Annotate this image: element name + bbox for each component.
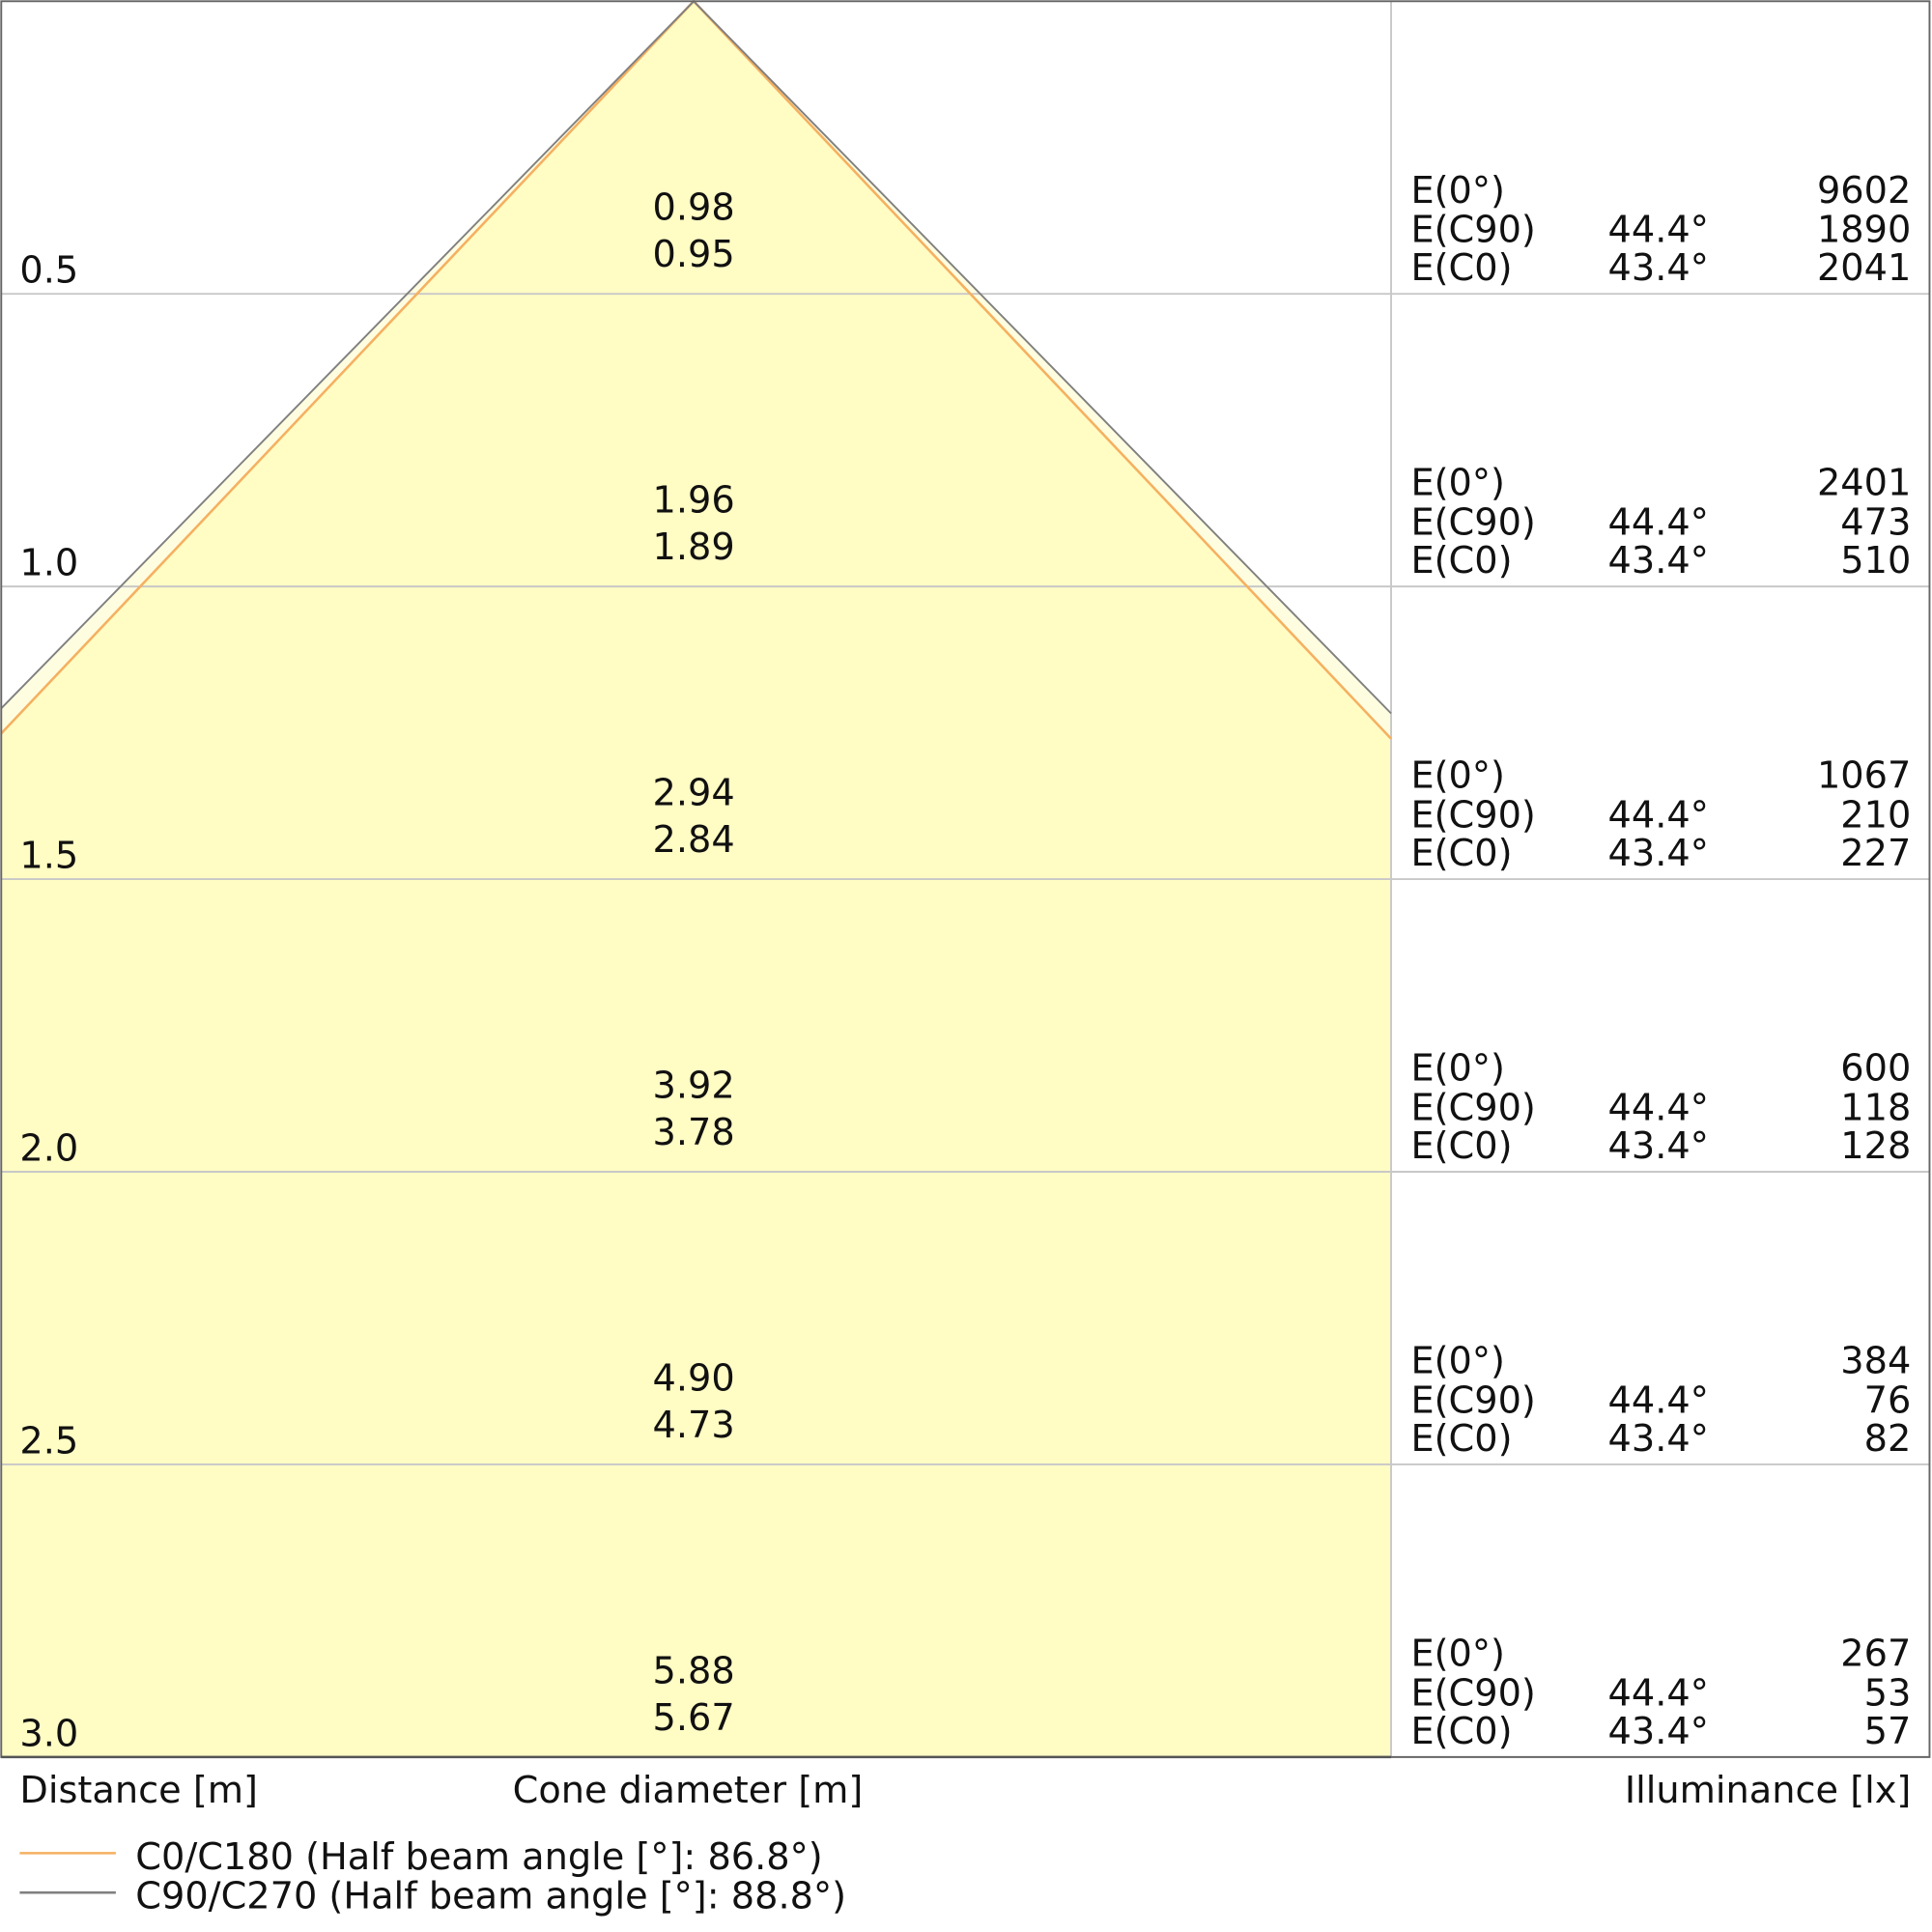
distance-tick-label: 0.5 (19, 249, 78, 293)
illuminance-ec90-value: 210 (1840, 794, 1911, 838)
illuminance-e0-label: E(0°) (1410, 1340, 1504, 1383)
illuminance-ec0-angle: 43.4° (1608, 1710, 1709, 1753)
cone-diameter-c90: 3.92 (653, 1064, 735, 1107)
x-axis-label: Cone diameter [m] (513, 1769, 864, 1812)
illuminance-ec0-angle: 43.4° (1608, 832, 1709, 875)
illuminance-e0-value: 267 (1840, 1632, 1911, 1675)
illuminance-ec90-value: 473 (1840, 501, 1911, 545)
illuminance-ec0-value: 57 (1864, 1710, 1912, 1753)
cone-diameter-c0: 0.95 (653, 233, 735, 276)
cone-diameter-c90: 1.96 (653, 479, 735, 523)
illuminance-ec90-angle: 44.4° (1608, 1378, 1709, 1422)
cone-diameter-c0: 2.84 (653, 818, 735, 862)
illuminance-e0-value: 9602 (1817, 169, 1911, 213)
illuminance-ec90-label: E(C90) (1410, 794, 1535, 838)
illuminance-ec90-label: E(C90) (1410, 501, 1535, 545)
illuminance-ec0-label: E(C0) (1410, 832, 1512, 875)
illuminance-ec90-angle: 44.4° (1608, 794, 1709, 838)
cone-diameter-c90: 5.88 (653, 1649, 735, 1692)
illuminance-ec90-value: 53 (1864, 1671, 1912, 1715)
illuminance-ec90-label: E(C90) (1410, 1086, 1535, 1129)
distance-tick-label: 2.5 (19, 1419, 78, 1463)
illuminance-e0-label: E(0°) (1410, 1632, 1504, 1675)
illuminance-ec0-label: E(C0) (1410, 539, 1512, 582)
illuminance-e0-value: 2401 (1817, 462, 1911, 505)
illuminance-ec90-value: 118 (1840, 1086, 1911, 1129)
distance-tick-label: 1.0 (19, 542, 78, 585)
illuminance-e0-label: E(0°) (1410, 754, 1504, 798)
illuminance-ec0-angle: 43.4° (1608, 1417, 1709, 1461)
distance-tick-label: 1.5 (19, 835, 78, 878)
illuminance-e0-value: 600 (1840, 1047, 1911, 1091)
illuminance-e0-label: E(0°) (1410, 169, 1504, 213)
table-label: Illuminance [lx] (1625, 1769, 1911, 1812)
illuminance-e0-value: 1067 (1817, 754, 1911, 798)
illuminance-ec0-value: 227 (1840, 832, 1911, 875)
illuminance-ec90-value: 76 (1864, 1378, 1912, 1422)
cone-diameter-c0: 4.73 (653, 1404, 735, 1447)
illuminance-ec0-angle: 43.4° (1608, 1124, 1709, 1168)
legend-label-c90: C90/C270 (Half beam angle [°]: 88.8°) (135, 1875, 846, 1918)
cone-diameter-c90: 0.98 (653, 186, 735, 230)
cone-diameter-c0: 5.67 (653, 1696, 735, 1740)
illuminance-ec90-label: E(C90) (1410, 1671, 1535, 1715)
illuminance-e0-label: E(0°) (1410, 462, 1504, 505)
distance-tick-label: 3.0 (19, 1712, 78, 1755)
cone-diameter-c0: 1.89 (653, 526, 735, 569)
illuminance-ec0-value: 510 (1840, 539, 1911, 582)
cone-diameter-c0: 3.78 (653, 1111, 735, 1154)
illuminance-ec90-label: E(C90) (1410, 1378, 1535, 1422)
illuminance-ec0-label: E(C0) (1410, 1417, 1512, 1461)
illuminance-ec90-angle: 44.4° (1608, 209, 1709, 252)
illuminance-ec0-label: E(C0) (1410, 246, 1512, 290)
illuminance-ec0-angle: 43.4° (1608, 539, 1709, 582)
illuminance-ec90-value: 1890 (1817, 209, 1911, 252)
illuminance-e0-value: 384 (1840, 1340, 1911, 1383)
illuminance-ec90-angle: 44.4° (1608, 1671, 1709, 1715)
illuminance-ec0-label: E(C0) (1410, 1710, 1512, 1753)
illuminance-ec0-value: 128 (1840, 1124, 1911, 1168)
cone-diameter-c90: 4.90 (653, 1356, 735, 1400)
illuminance-ec0-label: E(C0) (1410, 1124, 1512, 1168)
illuminance-ec90-label: E(C90) (1410, 209, 1535, 252)
illuminance-ec0-value: 82 (1864, 1417, 1912, 1461)
y-axis-label: Distance [m] (19, 1769, 258, 1812)
legend-label-c0: C0/C180 (Half beam angle [°]: 86.8°) (135, 1835, 822, 1879)
cone-diameter-c90: 2.94 (653, 772, 735, 815)
illuminance-ec0-value: 2041 (1817, 246, 1911, 290)
illuminance-ec0-angle: 43.4° (1608, 246, 1709, 290)
illuminance-e0-label: E(0°) (1410, 1047, 1504, 1091)
distance-tick-label: 2.0 (19, 1127, 78, 1171)
illuminance-ec90-angle: 44.4° (1608, 501, 1709, 545)
illuminance-ec90-angle: 44.4° (1608, 1086, 1709, 1129)
